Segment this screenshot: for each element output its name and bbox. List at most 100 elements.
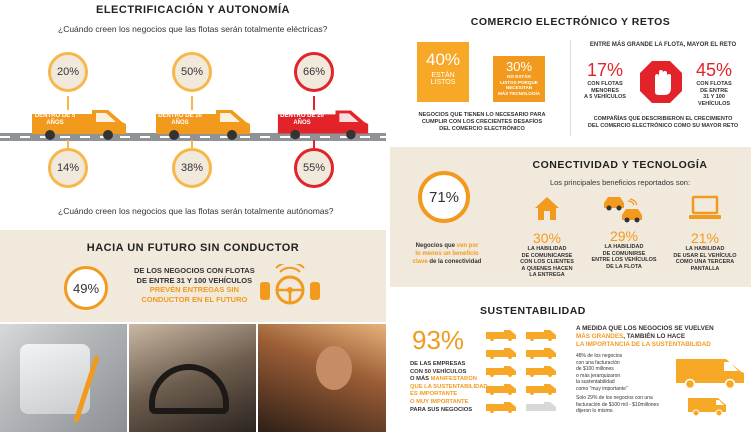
benefit-3-l3: COMO UNA TERCERA [675, 259, 735, 265]
benefit-2-l1: LA HABILIDAD [604, 244, 644, 250]
left-caption-3: DEL COMERCIO ELECTRÓNICO [439, 126, 525, 132]
electric-pct-5: 20% [48, 52, 88, 92]
sus-right-l2b: , TAMBIÉN LO HACE [623, 333, 686, 340]
sustainability-notes-1: 48% de los negocios con una facturación … [576, 353, 628, 393]
red-van-icon [277, 110, 369, 140]
not-ready-l2: LISTOS PORQUE [500, 79, 538, 85]
note-8: facturación de $100 mil - $10millones [576, 401, 659, 408]
driverless-line1: DE LOS NEGOCIOS CON FLOTAS [134, 266, 255, 275]
stop-hand-icon [640, 61, 682, 103]
sus-l5: ES IMPORTANTE [410, 391, 458, 398]
large-fleet-l2: DE ENTRE [700, 87, 728, 94]
sustainability-notes-2: Solo 29% de los negocios con una factura… [576, 395, 659, 415]
sus-l1: DE LAS EMPRESAS [410, 361, 466, 367]
cap-l3a: clave [412, 258, 428, 265]
note-6: como "muy importante" [576, 385, 628, 392]
not-ready-l3: NECESITAN [505, 85, 533, 90]
connectivity-caption: Negocios que ven por lo menos un benefic… [394, 243, 500, 266]
road-line [0, 136, 386, 138]
benefit-3-l4: PANTALLA [690, 265, 720, 272]
van-grid-icon [486, 330, 556, 413]
connector [191, 96, 193, 110]
benefit-2-l3: ENTRE LOS VEHÍCULOS [591, 257, 657, 263]
sus-l4: QUE LA SUSTENTABILIDAD [410, 383, 488, 390]
connectivity-pct-ring: 71% [418, 171, 470, 223]
large-fleet-pct: 45% [695, 60, 733, 80]
small-fleet-l2: MENORES [591, 87, 619, 94]
right-caption-1: COMPAÑÍAS QUE DESCRIBIERON EL CRECIMIENT… [593, 116, 733, 122]
ready-l2: LISTOS [430, 79, 456, 86]
benefit-3-l2: DE USAR EL VEHÍCULO [673, 252, 737, 259]
driverless-text: DE LOS NEGOCIOS CON FLOTAS DE ENTRE 31 Y… [134, 266, 255, 304]
cap-l1a: Negocios que [415, 243, 457, 249]
autonomous-pct-5: 14% [48, 148, 88, 188]
benefit-pct-3: 21% [690, 230, 720, 246]
sustainability-pct: 93% [412, 325, 465, 355]
benefit-pct-1: 30% [532, 230, 562, 246]
sus-l3b: MANIFESTARON [430, 376, 477, 383]
large-fleet-l1: CON FLOTAS [696, 81, 732, 87]
benefit-1-l2: DE COMUNICARSE [521, 252, 573, 259]
photo-strip [0, 324, 386, 432]
cap-l2: lo menos un beneficio [415, 250, 479, 257]
large-fleet-stat: 45% CON FLOTAS DE ENTRE 31 Y 100 VEHÍCUL… [686, 60, 742, 107]
large-van-icon [676, 359, 744, 389]
connector [191, 140, 193, 150]
driverless-pct: 49% [64, 266, 108, 310]
ready-l1: ESTÁN [431, 72, 455, 79]
ecommerce-section: COMERCIO ELECTRÓNICO Y RETOS 40% ESTÁN L… [390, 0, 751, 145]
house-icon [535, 197, 559, 220]
benefit-1-l1: LA HABILIDAD [527, 246, 567, 252]
ecommerce-right-caption: COMPAÑÍAS QUE DESCRIBIERON EL CRECIMIENT… [578, 116, 748, 130]
connectivity-title: CONECTIVIDAD Y TECNOLOGÍA [532, 159, 708, 171]
cap-l1b: ven por [456, 243, 479, 249]
driverless-line2: DE ENTRE 31 Y 100 VEHÍCULOS [136, 275, 253, 285]
autonomous-pct-10: 38% [172, 148, 212, 188]
left-caption-1: NEGOCIOS QUE TIENEN LO NECESARIO PARA [418, 112, 546, 118]
not-ready-pct: 30% [505, 59, 533, 74]
benefit-3-l1: LA HABILIDAD [685, 246, 725, 252]
autonomous-pct-20: 55% [294, 148, 334, 188]
left-caption-2: CUMPLIR CON LOS CRECIENTES DESAFÍOS [421, 119, 543, 125]
sus-right-l3: LA IMPORTANCIA DE LA SUSTENTABILIDAD [576, 341, 711, 348]
car-5-years: 20% DENTRO DE 5 AÑOS 14% [12, 48, 126, 193]
benefit-pct-2: 29% [609, 228, 639, 244]
large-fleet-l3: 31 Y 100 [703, 94, 725, 100]
small-fleet-l3: A 5 VEHÍCULOS [584, 94, 626, 100]
note-1: 48% de los negocios [576, 353, 623, 359]
connector [67, 140, 69, 150]
steering-wheel-icon [260, 264, 320, 305]
right-title: ENTRE MÁS GRANDE LA FLOTA, MAYOR EL RETO [589, 42, 737, 48]
not-ready-box: 30% NO ESTÁN LISTOS PORQUE NECESITAN MÁS… [493, 56, 545, 102]
sustainability-text: DE LAS EMPRESAS CON 50 VEHÍCULOS O MÁS M… [410, 361, 488, 414]
small-fleet-l1: CON FLOTAS [587, 81, 623, 87]
benefit-1-l3: CON LOS CLIENTES [520, 259, 574, 265]
connector [313, 96, 315, 110]
benefit-1-l4: A QUIENES HACEN [521, 265, 573, 272]
benefit-2-l4: DE LA FLOTA [606, 263, 642, 270]
car-label-10: DENTRO DE 10 AÑOS [158, 113, 202, 126]
small-fleet-stat: 17% CON FLOTAS MENORES A 5 VEHÍCULOS [580, 60, 630, 101]
connectivity-section: CONECTIVIDAD Y TECNOLOGÍA Los principale… [390, 147, 751, 287]
note-7: Solo 29% de los negocios con una [576, 395, 653, 401]
sus-l6: O MUY IMPORTANTE [410, 398, 469, 405]
dashboard-photo [129, 324, 256, 432]
not-ready-l1: NO ESTÁN [507, 74, 531, 79]
large-fleet-l4: VEHÍCULOS [697, 100, 731, 107]
note-3: de $100 millones [576, 366, 614, 373]
benefit-screen: 21% LA HABILIDAD DE USAR EL VEHÍCULO COM… [668, 195, 742, 272]
sustainability-section: SUSTENTABILIDAD 93% DE LAS EMPRESAS CON … [390, 289, 751, 432]
car-20-years: 66% DENTRO DE 20 AÑOS 55% [268, 48, 378, 193]
ready-box: 40% ESTÁN LISTOS [417, 42, 469, 102]
laptop-icon [689, 195, 721, 219]
small-fleet-pct: 17% [586, 60, 624, 80]
note-4: o más jerarquizaron [576, 372, 621, 379]
small-van-icon [688, 398, 726, 417]
driverless-line4: CONDUCTOR EN EL FUTURO [141, 294, 248, 304]
sus-right-l2a: MÁS GRANDES [576, 333, 624, 340]
ecommerce-title: COMERCIO ELECTRÓNICO Y RETOS [470, 16, 671, 28]
cars-icon [604, 197, 642, 223]
electric-question: ¿Cuándo creen los negocios que las flota… [58, 24, 328, 34]
electric-pct-20: 66% [294, 52, 334, 92]
benefit-1-l5: LA ENTREGA [529, 272, 565, 278]
